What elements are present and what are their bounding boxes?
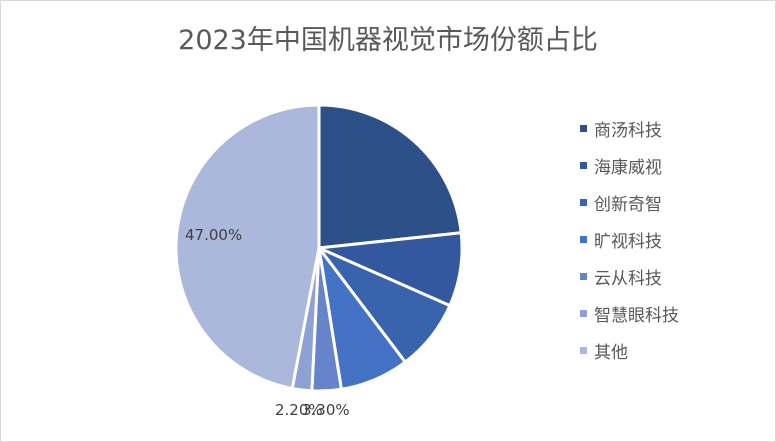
legend-swatch	[580, 236, 587, 243]
data-label-yuncong: 3.30%	[302, 401, 350, 419]
legend-label: 创新奇智	[594, 195, 662, 215]
legend-item: 智慧眼科技	[580, 295, 679, 332]
legend-swatch	[580, 162, 587, 169]
data-label-zhihuiyan: 2.20%	[275, 401, 323, 419]
legend-label: 云从科技	[594, 269, 662, 289]
legend-item: 商汤科技	[580, 110, 679, 147]
legend-swatch	[580, 347, 587, 354]
legend-item: 海康威视	[580, 147, 679, 184]
legend-label: 海康威视	[594, 158, 662, 178]
legend-label: 旷视科技	[594, 232, 662, 252]
legend-label: 智慧眼科技	[594, 306, 679, 326]
legend-swatch	[580, 310, 587, 317]
legend-item: 其他	[580, 332, 679, 369]
legend-swatch	[580, 199, 587, 206]
legend-item: 云从科技	[580, 258, 679, 295]
pie-slice	[317, 103, 463, 250]
legend-label: 商汤科技	[594, 121, 662, 141]
chart-title: 2023年中国机器视觉市场份额占比	[178, 25, 598, 56]
legend-swatch	[580, 273, 587, 280]
data-label-other: 47.00%	[185, 226, 243, 244]
legend-label: 其他	[594, 343, 628, 363]
legend-item: 创新奇智	[580, 184, 679, 221]
legend: 商汤科技海康威视创新奇智旷视科技云从科技智慧眼科技其他	[580, 110, 679, 369]
pie-slice	[174, 103, 321, 391]
legend-item: 旷视科技	[580, 221, 679, 258]
legend-swatch	[580, 125, 587, 132]
